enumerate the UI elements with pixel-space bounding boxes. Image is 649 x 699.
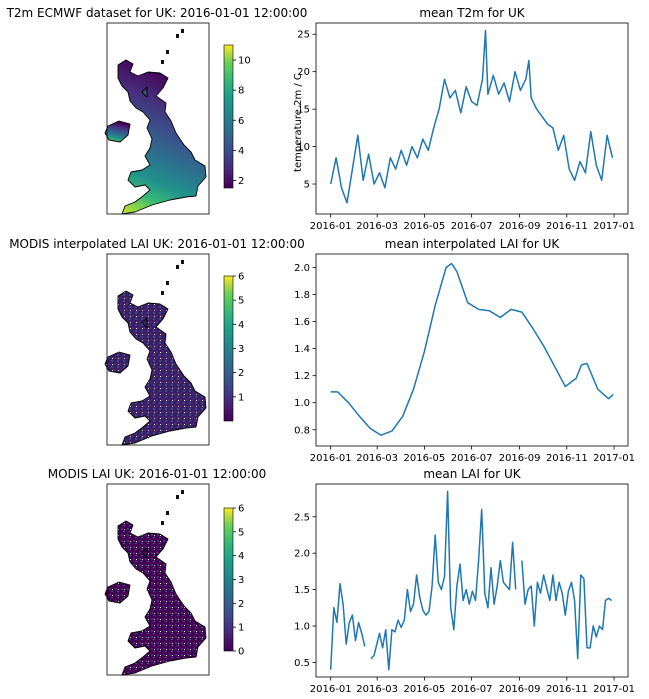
y-tick-label: 20 (297, 67, 310, 78)
x-tick-label: 2017-01 (593, 453, 635, 464)
x-tick-label: 2016-07 (451, 684, 493, 695)
colorbar-tick-label: 8 (238, 86, 244, 97)
y-tick-label: 1.6 (294, 317, 310, 328)
island-2 (166, 50, 169, 54)
map-frame (106, 22, 210, 215)
y-tick-label: 15 (297, 105, 310, 116)
y-tick-label: 2.0 (294, 263, 310, 274)
y-tick-label: 1.0 (294, 622, 310, 633)
colorbar-tick-label: 6 (238, 504, 244, 515)
x-tick-label: 2016-01 (310, 221, 352, 232)
x-tick-label: 2016-03 (356, 221, 398, 232)
island-1 (176, 265, 179, 269)
x-tick-label: 2016-05 (403, 453, 445, 464)
chart-title: mean interpolated LAI for UK (385, 237, 561, 251)
colorbar-tick-label: 4 (238, 551, 244, 562)
colorbar-tick-label: 5 (238, 296, 244, 307)
map-panel-1: 2 4 6 8 10 (104, 22, 251, 215)
island-2 (166, 281, 169, 285)
y-tick-label: 2.0 (294, 549, 310, 560)
y-tick-label: 0.8 (294, 425, 310, 436)
chart-title: mean T2m for UK (419, 6, 525, 20)
y-tick-label: 25 (297, 30, 310, 41)
x-tick-label: 2017-01 (593, 221, 635, 232)
colorbar-tick-label: 6 (238, 116, 244, 127)
colorbar-tick-label: 2 (238, 599, 244, 610)
axes-frame (315, 22, 629, 215)
y-tick-label: 1.4 (294, 344, 310, 355)
x-tick-label: 2016-05 (403, 221, 445, 232)
colorbar (223, 507, 234, 652)
map-frame (106, 253, 210, 446)
y-tick-label: 2.5 (294, 512, 310, 523)
island-4 (161, 291, 164, 295)
x-tick-label: 2016-07 (451, 221, 493, 232)
colorbar-tick-label: 1 (238, 623, 244, 634)
colorbar-tick-label: 10 (238, 56, 251, 67)
x-tick-label: 2016-11 (546, 453, 588, 464)
island-3 (181, 490, 184, 494)
y-tick-label: 1.2 (294, 371, 310, 382)
uk-landmass (104, 520, 207, 676)
island-3 (181, 260, 184, 264)
colorbar-tick-label: 3 (238, 575, 244, 586)
x-tick-label: 2016-05 (403, 684, 445, 695)
colorbar-tick-label: 3 (238, 344, 244, 355)
line-chart-3: mean LAI for UK 2016-01 2016-03 2016-05 2016… (294, 467, 635, 695)
x-tick-label: 2016-07 (451, 453, 493, 464)
y-axis-label: temperature 2m / C (293, 73, 304, 172)
map-panel-3: 0 1 2 3 4 5 6 (104, 483, 244, 676)
x-tick-label: 2016-11 (546, 221, 588, 232)
colorbar-tick-label: 2 (238, 176, 244, 187)
x-tick-label: 2016-09 (499, 221, 541, 232)
y-tick-label: 1.5 (294, 585, 310, 596)
chart-title: mean LAI for UK (423, 467, 521, 481)
y-tick-label: 10 (297, 142, 310, 153)
island-4 (161, 521, 164, 525)
series-line (330, 262, 614, 436)
colorbar-tick-label: 6 (238, 272, 244, 283)
map-panel-2: 1 2 3 4 5 6 (104, 253, 244, 446)
x-tick-label: 2016-03 (356, 684, 398, 695)
x-tick-label: 2016-09 (499, 684, 541, 695)
series-line (329, 29, 614, 204)
y-tick-label: 5 (304, 180, 310, 191)
y-tick-label: 0.5 (294, 658, 310, 669)
x-tick-label: 2016-01 (310, 684, 352, 695)
series-line (329, 490, 613, 671)
colorbar-tick-label: 5 (238, 527, 244, 538)
colorbar-tick-label: 1 (238, 392, 244, 403)
island-1 (176, 34, 179, 38)
island-3 (181, 29, 184, 33)
x-tick-label: 2016-01 (310, 453, 352, 464)
uk-landmass (104, 290, 207, 446)
y-tick-label: 1.8 (294, 290, 310, 301)
map-frame (106, 483, 210, 676)
x-tick-label: 2016-09 (499, 453, 541, 464)
uk-landmass (104, 59, 207, 215)
colorbar-tick-label: 4 (238, 320, 244, 331)
y-tick-label: 1.0 (294, 398, 310, 409)
line-chart-1: mean T2m for UK 2016-01 2016-03 2016-05 2016… (293, 6, 635, 232)
colorbar-tick-label: 0 (238, 647, 244, 658)
colorbar (223, 44, 234, 189)
x-tick-label: 2016-11 (546, 684, 588, 695)
line-chart-2: mean interpolated LAI for UK 2016-01 2016-… (294, 237, 635, 464)
x-tick-label: 2017-01 (593, 684, 635, 695)
axes-frame (315, 253, 629, 447)
x-tick-label: 2016-03 (356, 453, 398, 464)
colorbar-tick-label: 4 (238, 146, 244, 157)
island-4 (161, 60, 164, 64)
island-2 (166, 511, 169, 515)
island-1 (176, 495, 179, 499)
colorbar (223, 275, 234, 422)
colorbar-tick-label: 2 (238, 368, 244, 379)
